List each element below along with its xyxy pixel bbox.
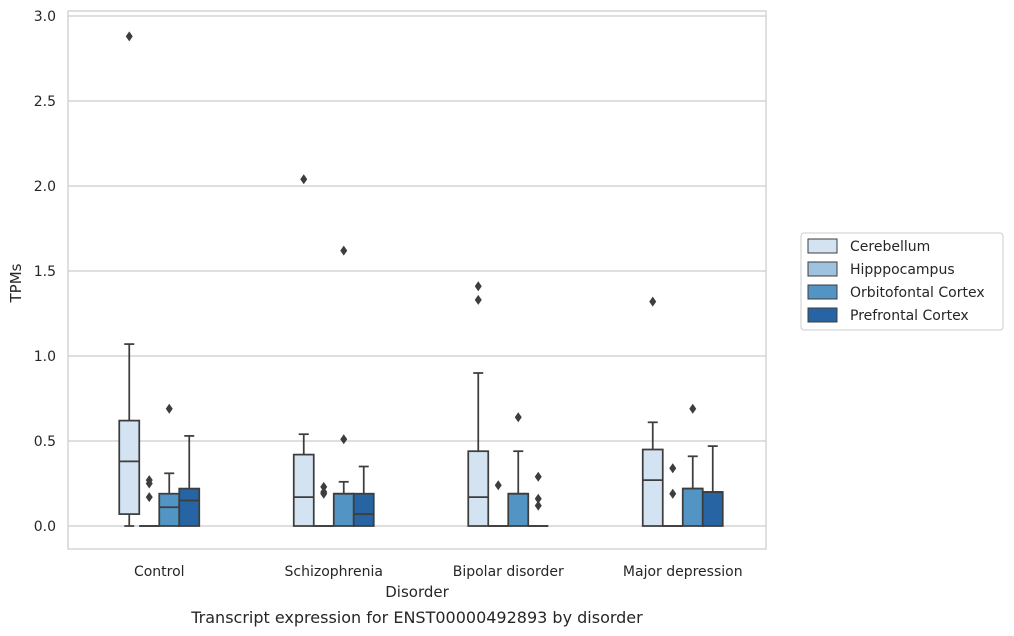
box: [681, 487, 704, 527]
box: [292, 453, 315, 527]
x-tick-label: Bipolar disorder: [453, 564, 564, 580]
outlier-point: [689, 403, 697, 414]
y-tick-label: 1.5: [34, 264, 56, 280]
outlier-point: [534, 500, 542, 511]
y-tick-label: 1.0: [34, 349, 56, 365]
box: [158, 492, 181, 527]
outlier-point: [474, 281, 482, 292]
x-tick-label: Major depression: [623, 564, 743, 580]
outlier-point: [649, 296, 657, 307]
y-tick-label: 2.0: [34, 179, 56, 195]
legend: Cerebellum Hipppocampus Orbitofontal Corte…: [800, 232, 1004, 331]
chart-caption: Transcript expression for ENST0000049289…: [190, 608, 643, 627]
outlier-point: [534, 493, 542, 504]
legend-label: Hipppocampus: [850, 262, 955, 278]
legend-swatch: [807, 307, 838, 323]
legend-swatch: [807, 261, 838, 277]
y-axis-label: TPMs: [7, 263, 25, 303]
y-tick-label: 0.0: [34, 519, 56, 535]
outlier-point: [320, 481, 328, 492]
x-tick-labels: Control Schizophrenia Bipolar disorder Majo…: [134, 564, 743, 580]
legend-label: Orbitofontal Cortex: [850, 285, 985, 301]
outlier-point: [669, 463, 677, 474]
legend-label: Cerebellum: [850, 239, 930, 255]
y-tick-labels: 0.0 0.5 1.0 1.5 2.0 2.5 3.0: [34, 9, 56, 535]
outlier-point: [340, 434, 348, 445]
box: [118, 419, 141, 515]
outlier-point: [145, 492, 153, 503]
y-tick-label: 2.5: [34, 94, 56, 110]
box-plots: [118, 31, 724, 527]
outlier-point: [474, 294, 482, 305]
outlier-point: [494, 480, 502, 491]
outlier-point: [534, 471, 542, 482]
box: [641, 448, 664, 527]
outlier-point: [320, 488, 328, 499]
x-tick-label: Control: [134, 564, 185, 580]
y-tick-label: 0.5: [34, 434, 56, 450]
box: [507, 492, 530, 527]
x-tick-label: Schizophrenia: [285, 564, 383, 580]
box: [701, 491, 724, 527]
outlier-point: [300, 174, 308, 185]
y-tick-label: 3.0: [34, 9, 56, 25]
legend-label: Prefrontal Cortex: [850, 308, 969, 324]
legend-swatch: [807, 238, 838, 254]
outlier-point: [514, 412, 522, 423]
box: [352, 492, 375, 527]
plot-frame: [67, 10, 767, 550]
outlier-point: [125, 31, 133, 42]
legend-frame: [800, 232, 1004, 331]
outlier-point: [669, 488, 677, 499]
box: [178, 487, 201, 527]
box: [332, 492, 355, 527]
x-axis-label: Disorder: [385, 583, 449, 601]
box: [467, 450, 490, 527]
outlier-point: [165, 403, 173, 414]
legend-swatch: [807, 284, 838, 300]
outlier-point: [145, 478, 153, 489]
outlier-point: [340, 245, 348, 256]
